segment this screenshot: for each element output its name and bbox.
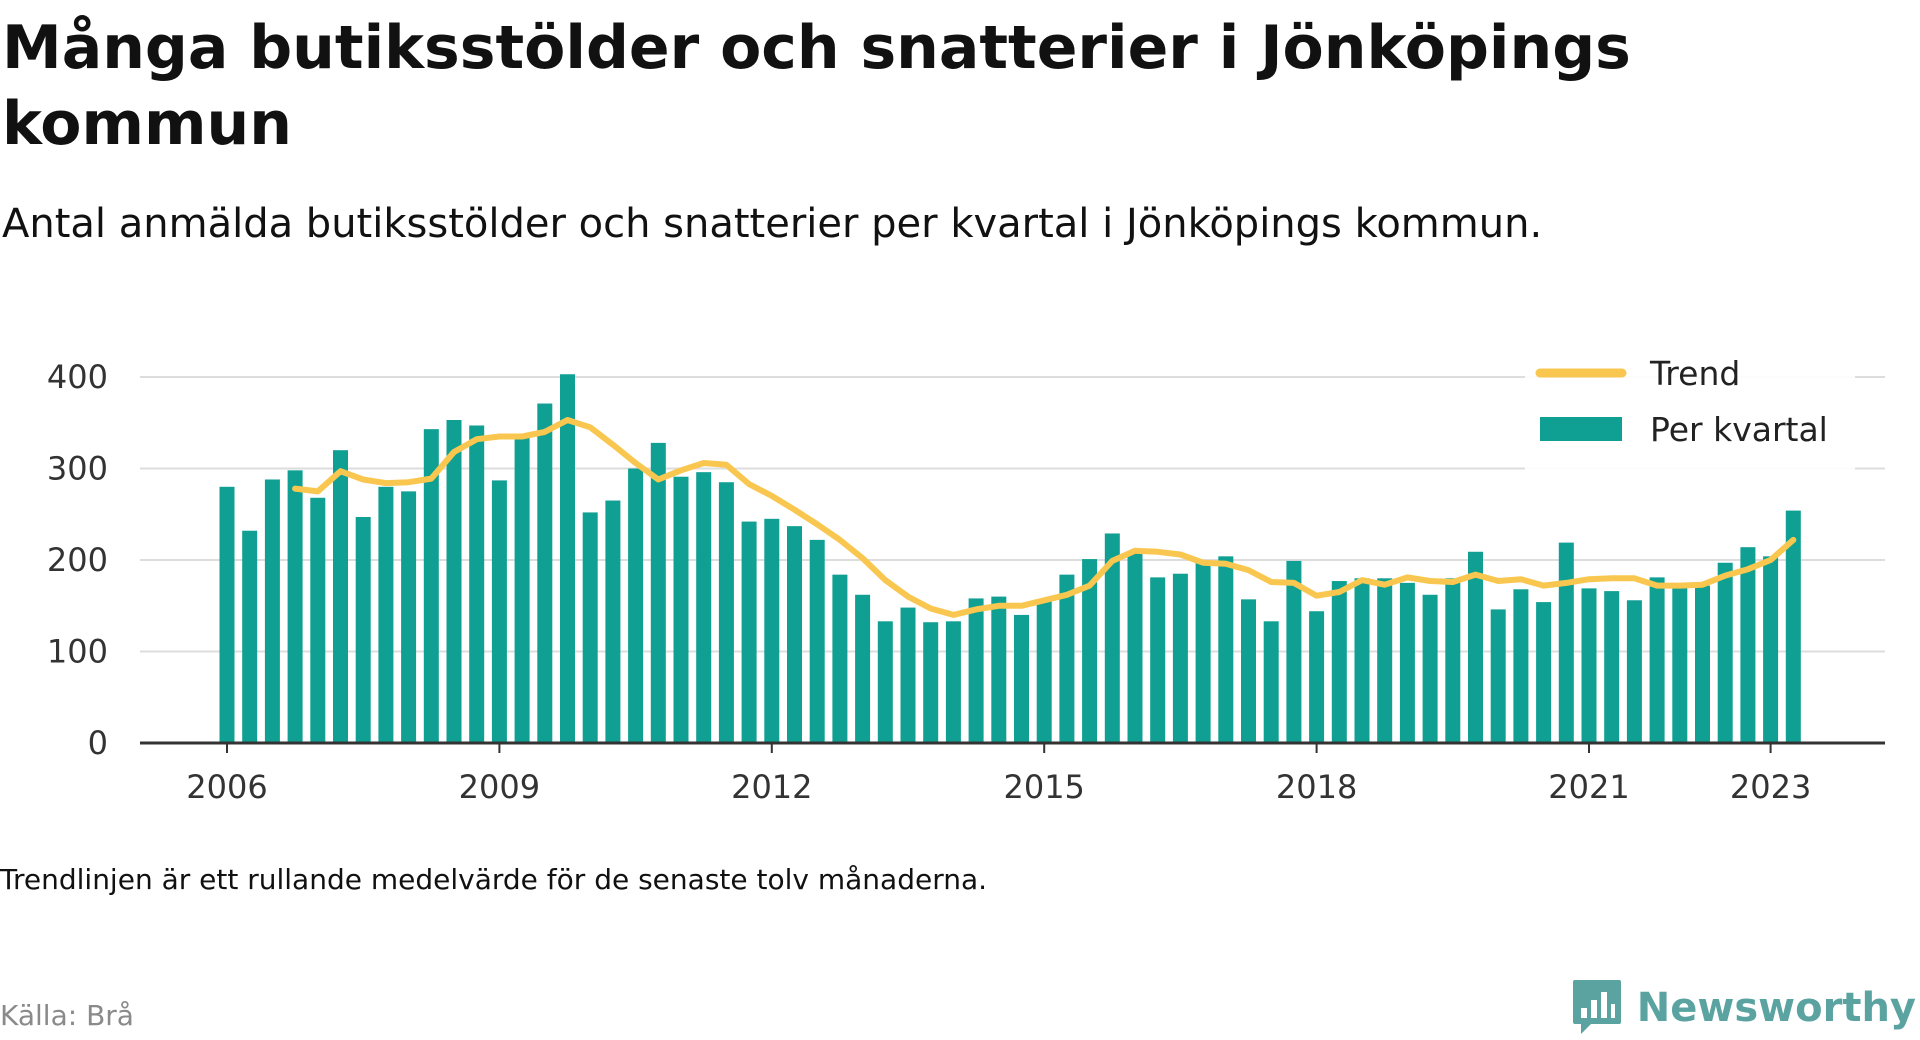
source-label: Källa: Brå <box>0 999 134 1032</box>
chart-subtitle: Antal anmälda butiksstölder och snatteri… <box>2 201 1543 247</box>
bar <box>560 374 575 743</box>
bar <box>764 518 780 743</box>
x-tick-label: 2021 <box>1548 768 1629 806</box>
bar <box>1581 588 1597 743</box>
x-tick-label: 2012 <box>731 768 812 806</box>
bar <box>582 512 598 743</box>
bar <box>1445 578 1461 743</box>
bar <box>787 526 802 743</box>
bar <box>264 479 280 743</box>
bar <box>945 621 961 743</box>
bar <box>1127 550 1143 743</box>
bar <box>469 425 485 743</box>
bar <box>219 486 235 743</box>
bar <box>696 472 712 743</box>
bar <box>1331 581 1347 743</box>
bar <box>1082 559 1098 743</box>
x-tick-label: 2023 <box>1730 768 1811 806</box>
bar <box>287 470 303 743</box>
bar <box>378 486 394 743</box>
bar <box>1104 533 1120 743</box>
y-tick-label: 0 <box>88 724 108 762</box>
bar <box>1672 584 1688 743</box>
bar <box>923 622 939 743</box>
chart-title: Många butiksstölder och snatterier i Jön… <box>2 13 1631 159</box>
bar <box>1354 578 1370 743</box>
legend-trend-label: Trend <box>1649 354 1740 393</box>
bar <box>809 539 825 743</box>
bar <box>741 521 757 743</box>
x-axis: 2006 2009 2012 2015 2018 2021 2023 <box>140 741 1885 806</box>
bar <box>855 594 871 743</box>
bar <box>877 621 893 743</box>
bar <box>1309 611 1325 743</box>
bar <box>1695 585 1710 743</box>
bar <box>1536 602 1552 743</box>
bar <box>1399 582 1415 743</box>
y-tick-label: 400 <box>47 358 108 396</box>
bar <box>1286 560 1302 743</box>
bar <box>1377 578 1393 743</box>
bar <box>1263 621 1279 743</box>
bar <box>423 429 439 743</box>
bar <box>1490 609 1506 743</box>
trend-series <box>292 417 1797 618</box>
bar <box>310 497 326 743</box>
bar <box>401 491 417 743</box>
bar <box>1059 574 1075 743</box>
x-tick-label: 2015 <box>1003 768 1084 806</box>
bar <box>1150 577 1166 743</box>
bar <box>673 476 689 743</box>
bar <box>1649 577 1665 743</box>
bar <box>491 480 507 743</box>
bar <box>1014 614 1029 743</box>
bar <box>605 500 621 743</box>
bar <box>1717 562 1733 743</box>
bar <box>1626 600 1642 743</box>
bar <box>1218 556 1234 743</box>
y-tick-label: 100 <box>47 633 108 671</box>
x-tick-label: 2009 <box>459 768 540 806</box>
bar <box>1241 599 1256 743</box>
footnote: Trendlinjen är ett rullande medelvärde f… <box>0 863 988 896</box>
newsworthy-logo[interactable]: Newsworthy <box>1571 978 1916 1038</box>
bar <box>514 433 530 743</box>
bar <box>1172 573 1188 743</box>
bar <box>718 482 734 743</box>
y-tick-label: 300 <box>47 450 108 488</box>
trend-line <box>292 417 1797 618</box>
bar-series <box>219 374 1801 743</box>
bar <box>242 530 258 743</box>
bar <box>1036 601 1052 743</box>
bar <box>1513 589 1529 743</box>
x-tick-label: 2018 <box>1276 768 1357 806</box>
bar <box>991 596 1007 743</box>
bar <box>968 598 984 743</box>
brand-name: Newsworthy <box>1636 985 1916 1031</box>
y-axis-ticks: 0 100 200 300 400 <box>47 358 108 762</box>
bar <box>537 403 553 743</box>
legend: Trend Per kvartal <box>1525 348 1855 472</box>
bar <box>1422 594 1438 743</box>
bar <box>355 516 371 743</box>
bar <box>1468 551 1483 743</box>
bar <box>1195 561 1211 743</box>
bar <box>900 607 916 743</box>
y-tick-label: 200 <box>47 541 108 579</box>
x-tick-label: 2006 <box>186 768 267 806</box>
bar <box>650 442 666 743</box>
bar <box>1785 510 1801 743</box>
bar <box>1763 556 1779 743</box>
bar <box>446 420 462 743</box>
bar <box>1558 542 1574 743</box>
bar <box>628 468 644 743</box>
bar <box>1604 591 1620 743</box>
bar-chart-icon <box>1572 980 1621 1034</box>
legend-bar-label: Per kvartal <box>1650 410 1828 449</box>
bar <box>333 450 348 743</box>
bar <box>832 574 848 743</box>
legend-bar-swatch <box>1540 417 1622 441</box>
bar <box>1740 547 1756 743</box>
